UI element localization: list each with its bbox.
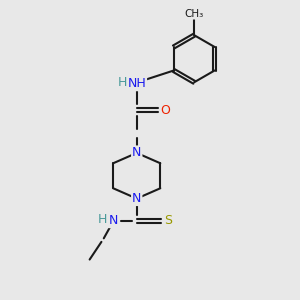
Text: N: N bbox=[109, 214, 118, 227]
Text: O: O bbox=[160, 104, 170, 117]
Text: N: N bbox=[132, 192, 141, 205]
Text: H: H bbox=[118, 76, 127, 89]
Text: N: N bbox=[132, 146, 141, 159]
Text: H: H bbox=[98, 213, 107, 226]
Text: NH: NH bbox=[128, 77, 146, 90]
Text: CH₃: CH₃ bbox=[184, 9, 204, 19]
Text: S: S bbox=[165, 214, 172, 227]
